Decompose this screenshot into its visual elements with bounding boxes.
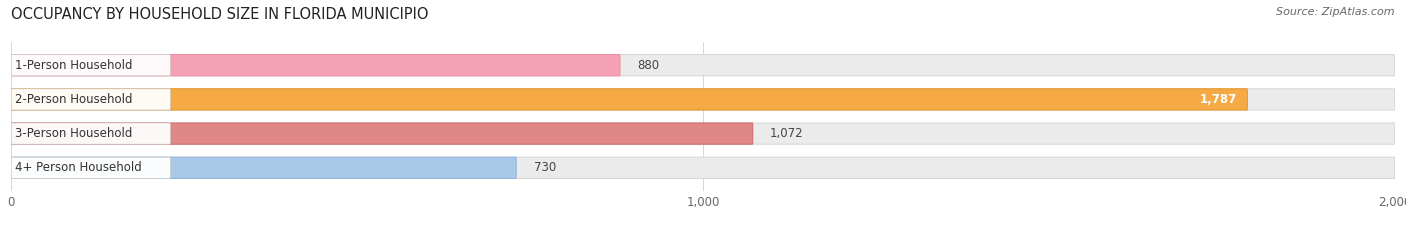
Text: 880: 880 <box>637 59 659 72</box>
Text: 4+ Person Household: 4+ Person Household <box>15 161 142 174</box>
Text: 2-Person Household: 2-Person Household <box>15 93 132 106</box>
FancyBboxPatch shape <box>11 55 620 76</box>
FancyBboxPatch shape <box>11 157 170 178</box>
Text: 1,072: 1,072 <box>770 127 804 140</box>
Text: 3-Person Household: 3-Person Household <box>15 127 132 140</box>
FancyBboxPatch shape <box>11 157 1395 178</box>
Text: Source: ZipAtlas.com: Source: ZipAtlas.com <box>1277 7 1395 17</box>
FancyBboxPatch shape <box>11 123 170 144</box>
FancyBboxPatch shape <box>11 89 170 110</box>
Text: OCCUPANCY BY HOUSEHOLD SIZE IN FLORIDA MUNICIPIO: OCCUPANCY BY HOUSEHOLD SIZE IN FLORIDA M… <box>11 7 429 22</box>
FancyBboxPatch shape <box>11 123 752 144</box>
FancyBboxPatch shape <box>11 89 1395 110</box>
FancyBboxPatch shape <box>11 55 170 76</box>
FancyBboxPatch shape <box>11 123 1395 144</box>
Text: 1,787: 1,787 <box>1199 93 1237 106</box>
FancyBboxPatch shape <box>11 89 1247 110</box>
Text: 1-Person Household: 1-Person Household <box>15 59 132 72</box>
FancyBboxPatch shape <box>11 157 516 178</box>
Text: 730: 730 <box>533 161 555 174</box>
FancyBboxPatch shape <box>11 55 1395 76</box>
